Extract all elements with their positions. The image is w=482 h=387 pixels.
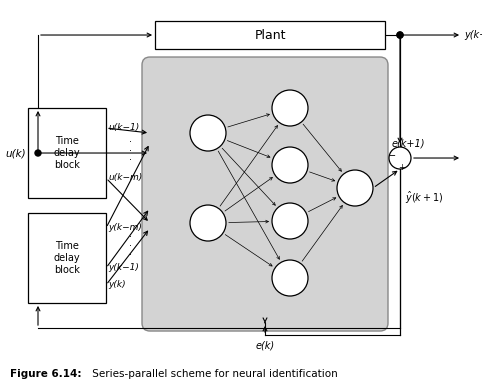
Circle shape [35, 150, 41, 156]
Text: Time
delay
block: Time delay block [54, 241, 80, 275]
Text: Figure 6.14:: Figure 6.14: [10, 369, 81, 379]
Circle shape [337, 170, 373, 206]
Text: e(k+1): e(k+1) [392, 138, 426, 148]
Bar [28, 108, 106, 198]
Circle shape [190, 205, 226, 241]
Text: u(k−1): u(k−1) [108, 123, 139, 132]
Bar [155, 21, 385, 49]
Text: $\hat{y}(k+1)$: $\hat{y}(k+1)$ [405, 190, 443, 206]
Circle shape [397, 32, 403, 38]
Text: Plant: Plant [254, 29, 286, 41]
FancyBboxPatch shape [142, 57, 388, 331]
Text: y(k−1): y(k−1) [108, 262, 139, 272]
Text: Series-parallel scheme for neural identification: Series-parallel scheme for neural identi… [89, 369, 338, 379]
Text: u(k−m): u(k−m) [108, 173, 142, 182]
Circle shape [272, 203, 308, 239]
Text: Time
delay
block: Time delay block [54, 137, 80, 170]
Text: u(k): u(k) [5, 148, 26, 158]
Circle shape [272, 260, 308, 296]
Text: +: + [399, 163, 405, 171]
Text: e(k): e(k) [255, 340, 275, 350]
Text: −: − [388, 151, 396, 161]
Circle shape [190, 115, 226, 151]
Bar [28, 213, 106, 303]
Text: y(k+1): y(k+1) [464, 30, 482, 40]
Text: y(k): y(k) [108, 279, 126, 289]
Text: y(k−m): y(k−m) [108, 223, 142, 231]
Text: .
.
.: . . . [130, 229, 133, 257]
Circle shape [272, 90, 308, 126]
Circle shape [397, 32, 403, 38]
Circle shape [389, 147, 411, 169]
Circle shape [272, 147, 308, 183]
Text: .
.
.: . . . [130, 134, 133, 162]
